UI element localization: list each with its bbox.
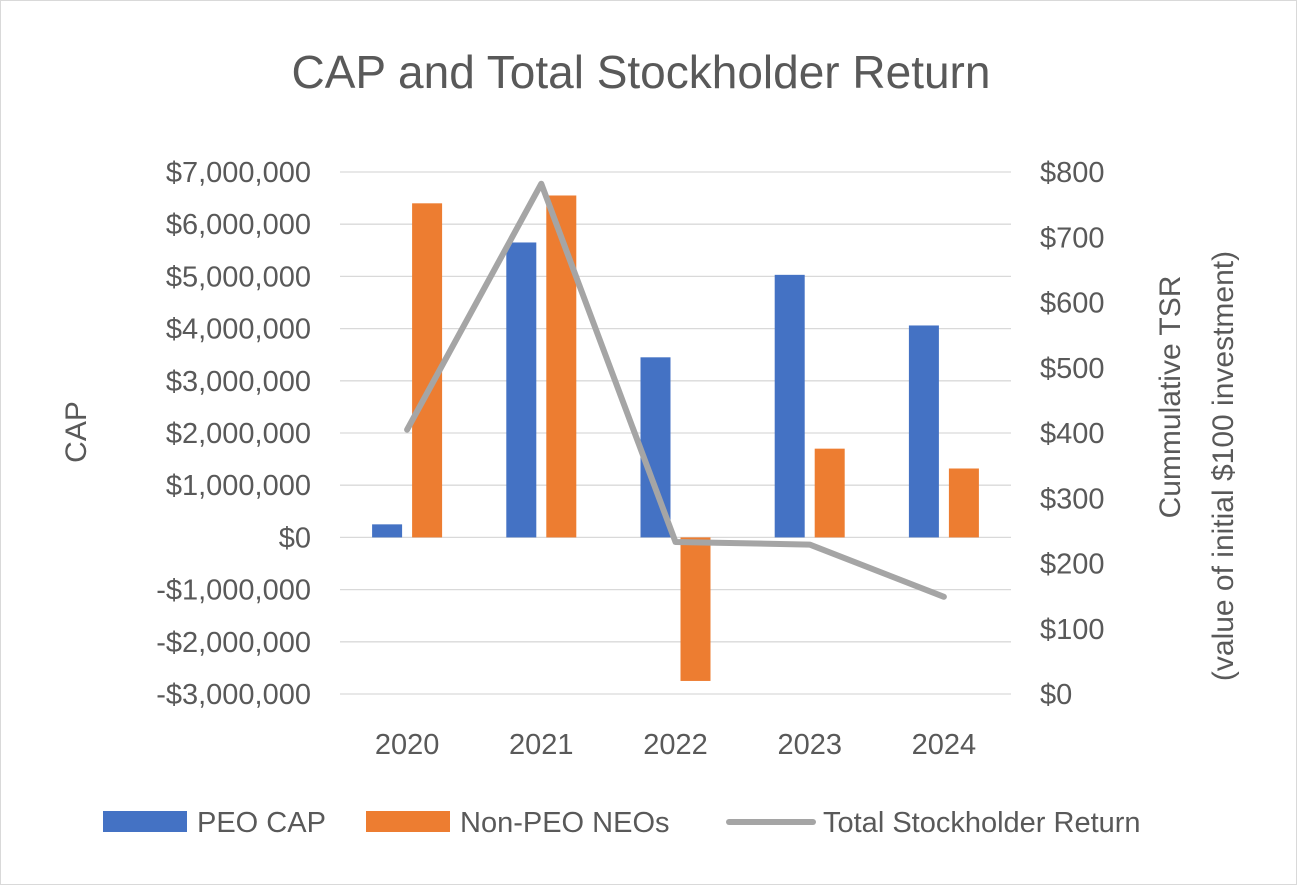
x-tick-label: 2022 xyxy=(643,729,708,761)
tsr-line xyxy=(404,180,947,600)
x-tick-label: 2020 xyxy=(375,729,440,761)
y-tick-label: $6,000,000 xyxy=(166,209,311,241)
y2-tick-label: $800 xyxy=(1040,157,1105,189)
y2-tick-label: $400 xyxy=(1040,418,1105,450)
bars xyxy=(372,195,979,681)
y2-axis-ticks: $800 $700 $600 $500 $400 $300 $200 $100 $0 xyxy=(1040,157,1105,711)
y2-tick-label: $500 xyxy=(1040,353,1105,385)
x-tick-label: 2023 xyxy=(777,729,842,761)
x-axis-ticks: 2020 2021 2022 2023 2024 xyxy=(375,729,976,761)
x-tick-label: 2024 xyxy=(912,729,977,761)
legend: PEO CAP Non-PEO NEOs Total Stockholder R… xyxy=(103,807,1141,839)
non-peo-neos-bar-2023 xyxy=(814,448,845,538)
y-tick-label: $0 xyxy=(279,522,311,554)
legend-label-tsr: Total Stockholder Return xyxy=(823,807,1141,839)
non-peo-neos-bar-2022 xyxy=(680,537,711,681)
y-tick-label: $3,000,000 xyxy=(166,366,311,398)
legend-label-non-peo-neos: Non-PEO NEOs xyxy=(460,807,670,839)
peo-cap-bar-2023 xyxy=(774,274,805,538)
y2-tick-label: $600 xyxy=(1040,288,1105,320)
y-axis-ticks: $7,000,000 $6,000,000 $5,000,000 $4,000,000… xyxy=(156,157,311,711)
y2-axis-title-line2: (value of initial $100 investment) xyxy=(1207,251,1240,681)
y-tick-label: $2,000,000 xyxy=(166,418,311,450)
y2-axis-title-line1: Cummulative TSR xyxy=(1154,276,1187,519)
y-tick-label: $7,000,000 xyxy=(166,157,311,189)
y2-tick-label: $700 xyxy=(1040,222,1105,254)
chart-title: CAP and Total Stockholder Return xyxy=(292,46,991,98)
y-tick-label: -$2,000,000 xyxy=(156,627,311,659)
peo-cap-bar-2024 xyxy=(908,325,939,538)
y-axis-title: CAP xyxy=(60,401,93,463)
y-tick-label: $4,000,000 xyxy=(166,314,311,346)
x-tick-label: 2021 xyxy=(509,729,574,761)
peo-cap-bar-2020 xyxy=(372,524,403,538)
tsr-line-group xyxy=(404,180,947,600)
y-tick-label: -$1,000,000 xyxy=(156,575,311,607)
legend-swatch-peo-cap xyxy=(103,811,187,832)
legend-label-peo-cap: PEO CAP xyxy=(197,807,326,839)
gridlines xyxy=(340,171,1011,695)
y-tick-label: -$3,000,000 xyxy=(156,679,311,711)
non-peo-neos-bar-2021 xyxy=(546,195,577,538)
y2-tick-label: $0 xyxy=(1040,679,1072,711)
non-peo-neos-bar-2024 xyxy=(948,468,979,538)
peo-cap-bar-2021 xyxy=(506,242,537,538)
y-tick-label: $1,000,000 xyxy=(166,470,311,502)
y2-tick-label: $100 xyxy=(1040,614,1105,646)
y-tick-label: $5,000,000 xyxy=(166,261,311,293)
y2-tick-label: $200 xyxy=(1040,549,1105,581)
y2-tick-label: $300 xyxy=(1040,483,1105,515)
legend-swatch-non-peo-neos xyxy=(366,811,450,832)
